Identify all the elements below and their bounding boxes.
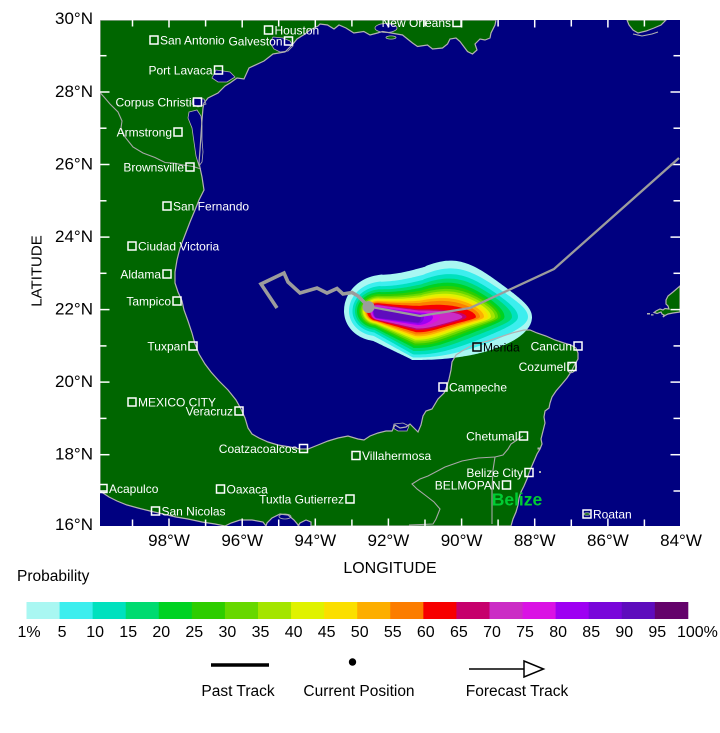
svg-text:Brownsville: Brownsville (123, 161, 184, 175)
svg-text:Villahermosa: Villahermosa (362, 449, 431, 463)
svg-text:Current Position: Current Position (303, 683, 414, 700)
svg-text:80: 80 (549, 624, 567, 641)
svg-text:88°W: 88°W (514, 531, 556, 550)
svg-text:60: 60 (417, 624, 435, 641)
svg-text:Veracruz: Veracruz (186, 405, 233, 419)
svg-text:96°W: 96°W (221, 531, 263, 550)
svg-text:San Nicolas: San Nicolas (162, 505, 226, 519)
svg-text:LATITUDE: LATITUDE (29, 235, 46, 306)
svg-text:18°N: 18°N (55, 445, 93, 464)
svg-text:Probability: Probability (17, 568, 90, 585)
svg-text:70: 70 (483, 624, 501, 641)
svg-text:Galveston: Galveston (228, 35, 282, 49)
svg-text:26°N: 26°N (55, 154, 93, 173)
svg-text:25: 25 (185, 624, 203, 641)
svg-text:Belize: Belize (492, 490, 543, 510)
svg-text:Tuxpan: Tuxpan (147, 340, 187, 354)
svg-text:Chetumal: Chetumal (466, 430, 517, 444)
svg-text:Tampico: Tampico (126, 295, 171, 309)
svg-text:55: 55 (384, 624, 402, 641)
svg-text:Coatzacoalcos: Coatzacoalcos (219, 442, 298, 456)
svg-text:5: 5 (58, 624, 67, 641)
svg-text:75: 75 (516, 624, 534, 641)
svg-text:BELMOPAN: BELMOPAN (435, 479, 501, 493)
svg-text:Campeche: Campeche (449, 381, 507, 395)
svg-text:94°W: 94°W (294, 531, 336, 550)
svg-text:65: 65 (450, 624, 468, 641)
svg-text:35: 35 (252, 624, 270, 641)
svg-text:Corpus Christi: Corpus Christi (115, 96, 191, 110)
svg-text:Acapulco: Acapulco (109, 482, 159, 496)
svg-text:30: 30 (219, 624, 237, 641)
svg-text:90: 90 (615, 624, 633, 641)
svg-text:Tuxtla Gutierrez: Tuxtla Gutierrez (259, 493, 344, 507)
svg-text:22°N: 22°N (55, 299, 93, 318)
svg-text:86°W: 86°W (587, 531, 629, 550)
svg-text:45: 45 (318, 624, 336, 641)
svg-text:Armstrong: Armstrong (117, 126, 172, 140)
svg-text:85: 85 (582, 624, 600, 641)
svg-text:San Fernando: San Fernando (173, 200, 249, 214)
svg-text:84°W: 84°W (660, 531, 702, 550)
svg-text:Oaxaca: Oaxaca (227, 483, 269, 497)
svg-text:28°N: 28°N (55, 82, 93, 101)
svg-text:Cancun: Cancun (531, 340, 572, 354)
svg-text:100%: 100% (677, 624, 718, 641)
svg-text:Port Lavaca: Port Lavaca (148, 64, 212, 78)
svg-text:LONGITUDE: LONGITUDE (343, 560, 436, 577)
svg-text:30°N: 30°N (55, 9, 93, 28)
svg-text:98°W: 98°W (148, 531, 190, 550)
svg-text:1%: 1% (17, 624, 40, 641)
svg-text:20: 20 (152, 624, 170, 641)
svg-text:10: 10 (86, 624, 104, 641)
svg-text:Past Track: Past Track (201, 683, 274, 700)
svg-text:20°N: 20°N (55, 372, 93, 391)
svg-text:15: 15 (119, 624, 137, 641)
svg-text:Roatan: Roatan (593, 508, 632, 522)
svg-text:Aldama: Aldama (120, 268, 161, 282)
svg-text:40: 40 (285, 624, 303, 641)
svg-text:50: 50 (351, 624, 369, 641)
svg-text:24°N: 24°N (55, 227, 93, 246)
svg-text:San Antonio: San Antonio (160, 34, 225, 48)
svg-text:16°N: 16°N (55, 515, 93, 534)
svg-text:90°W: 90°W (441, 531, 483, 550)
svg-text:Forecast Track: Forecast Track (466, 683, 569, 700)
svg-text:Belize City: Belize City (466, 466, 523, 480)
svg-text:95: 95 (648, 624, 666, 641)
svg-text:Cozumel: Cozumel (519, 360, 566, 374)
svg-text:Merida: Merida (483, 341, 520, 355)
svg-text:MEXICO CITY: MEXICO CITY (138, 396, 216, 410)
svg-text:Ciudad Victoria: Ciudad Victoria (138, 240, 219, 254)
svg-text:92°W: 92°W (368, 531, 410, 550)
svg-text:New Orleans: New Orleans (382, 16, 451, 30)
svg-text:Houston: Houston (275, 24, 320, 38)
